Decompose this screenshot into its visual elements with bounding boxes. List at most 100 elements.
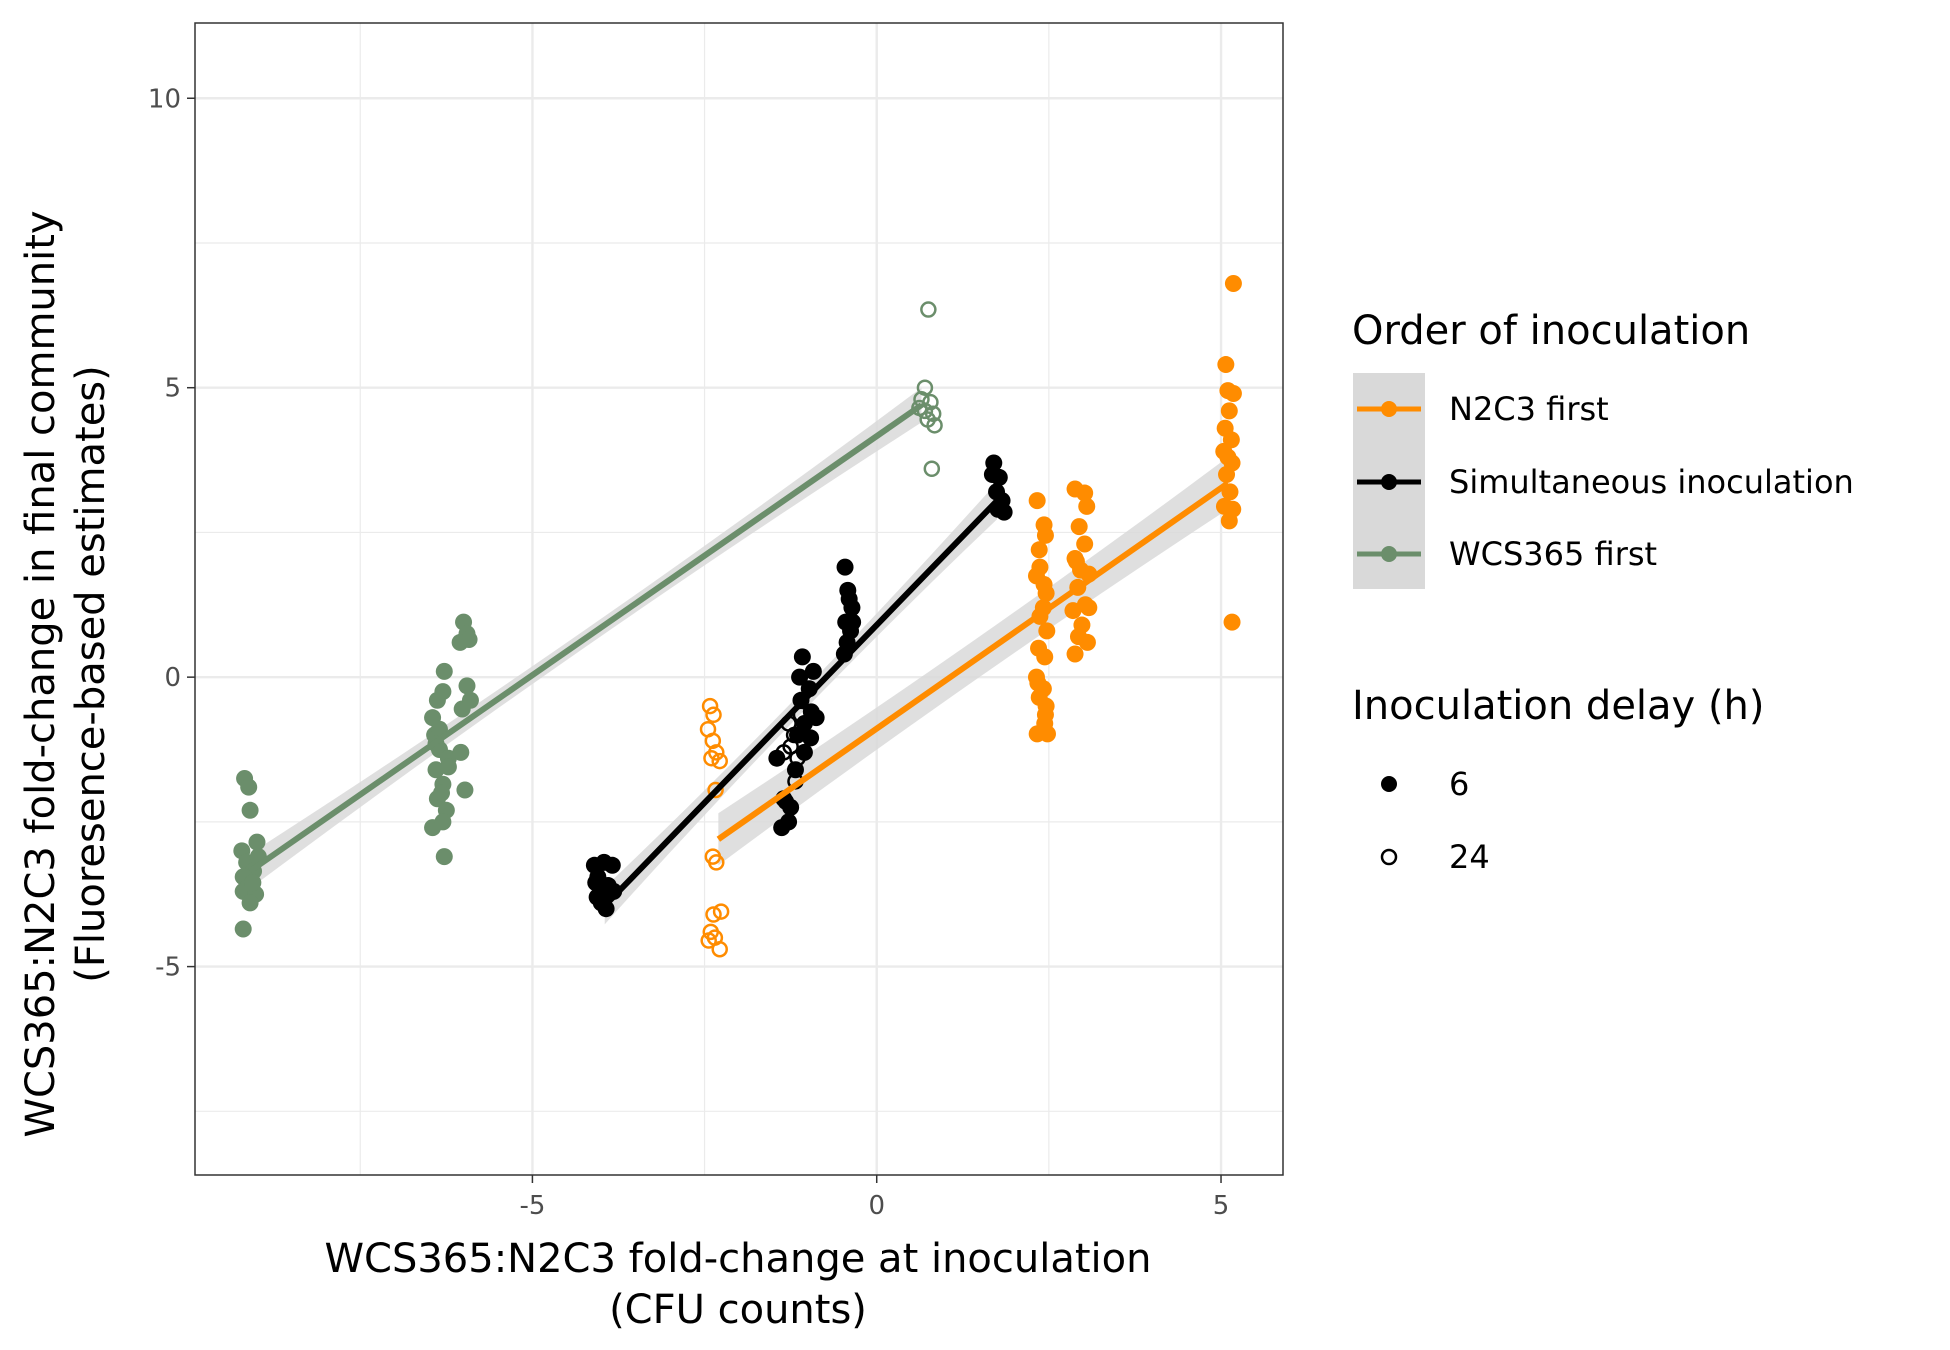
point-wcs365-first-6h: [439, 758, 457, 776]
point-simultaneous-inoculation-6h: [795, 743, 813, 761]
point-wcs365-first-6h: [434, 683, 452, 701]
point-wcs365-first-6h: [234, 920, 252, 938]
legend-label-simultaneous-inoculation: Simultaneous inoculation: [1449, 463, 1854, 501]
point-n2c3-first-24h: [700, 932, 717, 949]
legend-item-n2c3-first: N2C3 first: [1357, 390, 1609, 428]
point-n2c3-first-6h: [1220, 512, 1238, 530]
panel-border: [194, 22, 1284, 1176]
point-simultaneous-inoculation-24h: [782, 738, 799, 755]
point-n2c3-first-24h: [705, 706, 722, 724]
data-points: [233, 275, 1242, 958]
legend-inoculation-delay: Inoculation delay (h) 6 24: [1352, 683, 1765, 876]
point-n2c3-first-6h: [1030, 541, 1048, 559]
point-simultaneous-inoculation-6h: [995, 503, 1013, 521]
point-n2c3-first-6h: [1067, 552, 1085, 570]
point-wcs365-first-6h: [433, 784, 451, 802]
fit-line-n2c3-first: [716, 480, 1230, 842]
point-n2c3-first-6h: [1076, 535, 1094, 553]
point-n2c3-first-24h: [704, 732, 722, 750]
point-wcs365-first-6h: [248, 833, 266, 851]
point-n2c3-first-6h: [1036, 706, 1054, 724]
legend-item-delay-6: 6: [1381, 765, 1469, 803]
point-simultaneous-inoculation-24h: [789, 749, 806, 767]
point-n2c3-first-6h: [1036, 526, 1054, 544]
legend-key-point-wcs365-first: [1381, 546, 1397, 562]
legend-label-n2c3-first: N2C3 first: [1449, 390, 1609, 428]
x-tick-label: -5: [519, 1191, 545, 1221]
x-axis-title-line1: WCS365:N2C3 fold-change at inoculation: [324, 1236, 1151, 1282]
point-n2c3-first-6h: [1220, 402, 1238, 420]
point-n2c3-first-6h: [1223, 613, 1241, 631]
point-n2c3-first-6h: [1070, 518, 1088, 536]
point-n2c3-first-24h: [711, 752, 728, 770]
point-n2c3-first-6h: [1028, 492, 1046, 510]
point-n2c3-first-6h: [1069, 628, 1087, 646]
x-tick-label: 0: [868, 1191, 885, 1221]
point-simultaneous-inoculation-24h: [792, 706, 810, 724]
point-n2c3-first-24h: [701, 697, 719, 715]
point-n2c3-first-24h: [705, 906, 722, 923]
point-simultaneous-inoculation-6h: [802, 729, 820, 747]
point-simultaneous-inoculation-6h: [840, 590, 858, 608]
axis-ticks: -5 0 5 -5 0 5 10: [148, 84, 1229, 1221]
point-simultaneous-inoculation-6h: [804, 662, 822, 680]
point-wcs365-first-6h: [241, 894, 259, 912]
point-n2c3-first-24h: [712, 903, 730, 920]
point-n2c3-first-6h: [1080, 599, 1098, 617]
legend-key-point-n2c3-first: [1381, 401, 1397, 417]
point-simultaneous-inoculation-6h: [603, 856, 621, 874]
legend-label-wcs365-first: WCS365 first: [1449, 535, 1657, 573]
legend-label-delay-6: 6: [1449, 765, 1469, 803]
x-tick-label: 5: [1213, 1191, 1230, 1221]
y-tick-label: 5: [164, 374, 181, 404]
point-n2c3-first-6h: [1035, 576, 1053, 594]
legend-key-filled-circle: [1381, 776, 1397, 792]
point-simultaneous-inoculation-6h: [807, 709, 825, 727]
point-wcs365-first-6h: [458, 677, 476, 695]
point-wcs365-first-6h: [240, 778, 258, 796]
point-n2c3-first-24h: [707, 781, 724, 799]
point-wcs365-first-6h: [461, 691, 479, 709]
point-n2c3-first-6h: [1038, 622, 1056, 640]
point-simultaneous-inoculation-6h: [836, 558, 854, 576]
y-axis-title-line1: WCS365:N2C3 fold-change in final communi…: [18, 210, 64, 1137]
point-n2c3-first-6h: [1066, 645, 1084, 663]
legend-color-title: Order of inoculation: [1352, 308, 1750, 354]
y-tick-label: 0: [164, 663, 181, 693]
point-n2c3-first-24h: [708, 854, 725, 871]
point-simultaneous-inoculation-6h: [983, 466, 1001, 484]
point-wcs365-first-6h: [435, 848, 453, 866]
legend-key-point-simultaneous: [1381, 474, 1397, 490]
legend-label-delay-24: 24: [1449, 838, 1490, 876]
point-simultaneous-inoculation-6h: [791, 668, 809, 686]
point-simultaneous-inoculation-6h: [597, 900, 615, 918]
legend-item-simultaneous-inoculation: Simultaneous inoculation: [1357, 463, 1854, 501]
y-tick-label: -5: [155, 953, 181, 983]
legend-item-wcs365-first: WCS365 first: [1357, 535, 1657, 573]
point-n2c3-first-6h: [1224, 275, 1242, 293]
point-wcs365-first-6h: [435, 662, 453, 680]
legend-key-open-circle: [1380, 848, 1398, 866]
point-n2c3-first-6h: [1217, 356, 1235, 374]
point-n2c3-first-6h: [1219, 382, 1237, 400]
fit-line-simultaneous-inoculation: [602, 498, 1000, 908]
point-wcs365-first-6h: [244, 874, 262, 892]
fit-lines: [248, 402, 1230, 908]
point-n2c3-first-6h: [1219, 448, 1237, 466]
point-simultaneous-inoculation-6h: [587, 874, 605, 892]
point-simultaneous-inoculation-6h: [780, 813, 798, 831]
point-wcs365-first-6h: [456, 781, 474, 799]
legend-item-delay-24: 24: [1380, 838, 1490, 876]
point-n2c3-first-24h: [711, 940, 728, 958]
point-n2c3-first-6h: [1036, 648, 1054, 666]
point-n2c3-first-6h: [1038, 725, 1056, 743]
point-wcs365-first-24h: [923, 460, 941, 477]
point-wcs365-first-6h: [460, 631, 478, 649]
fit-line-wcs365-first: [248, 402, 924, 874]
point-n2c3-first-6h: [1076, 484, 1094, 502]
legend-order-of-inoculation: Order of inoculation N2C3 first Simultan…: [1352, 308, 1854, 589]
panel-background: [195, 23, 1283, 1175]
point-simultaneous-inoculation-6h: [768, 749, 786, 767]
point-wcs365-first-24h: [919, 411, 936, 428]
